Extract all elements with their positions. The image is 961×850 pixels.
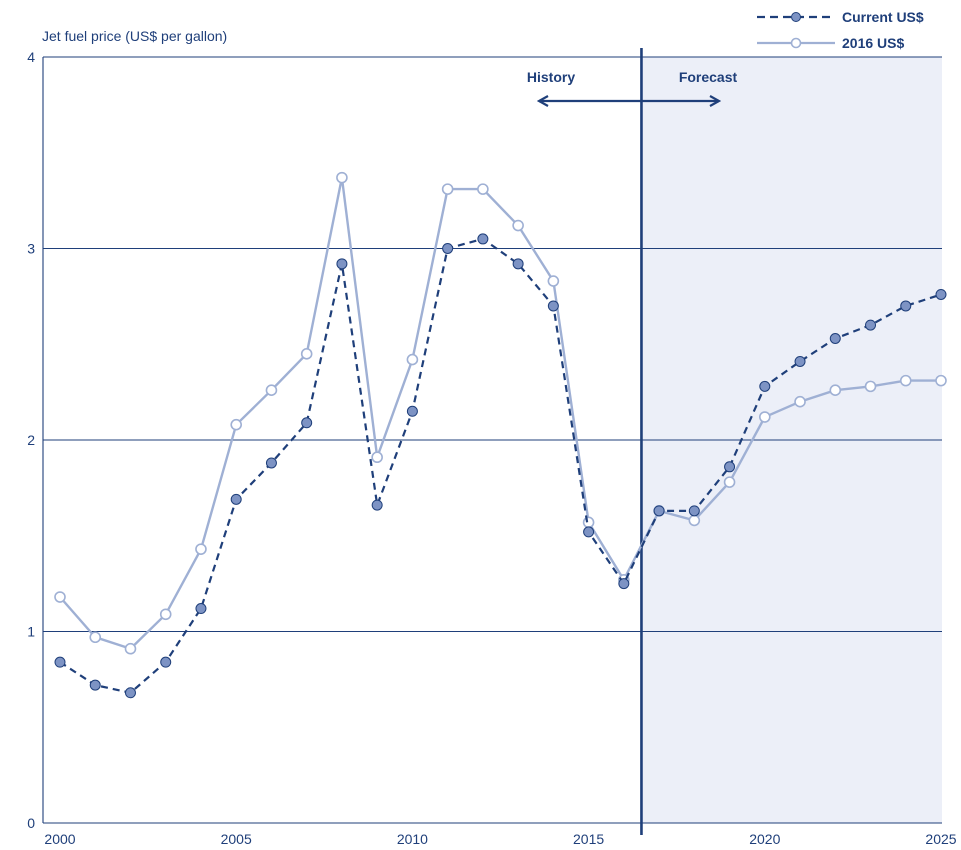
2016-usd-point-2010 [406, 353, 419, 366]
series-2016-usd-line [59, 177, 941, 651]
2016-usd-point-2014 [547, 275, 560, 287]
y-tick-label: 1 [27, 624, 35, 640]
2016-usd-point-2002 [124, 642, 137, 655]
legend-2016-marker [790, 37, 802, 49]
2016-usd-point-2024 [899, 374, 912, 387]
2016-usd-point-2000 [54, 591, 66, 603]
2016-usd-point-2020 [758, 411, 771, 423]
x-tick-label: 2000 [44, 831, 75, 847]
2016-usd-point-2025 [935, 374, 947, 387]
legend-current-label: Current US$ [842, 9, 924, 25]
2016-usd-point-2005 [230, 418, 242, 431]
legend-2016-label: 2016 US$ [842, 35, 904, 51]
y-tick-label: 4 [27, 49, 35, 65]
x-tick-label: 2020 [749, 831, 780, 847]
y-tick-label: 3 [27, 241, 35, 257]
2016-usd-point-2021 [794, 395, 806, 408]
legend: Current US$ 2016 US$ [757, 9, 924, 51]
2016-usd-point-2001 [89, 631, 102, 644]
current-usd-point-2000 [54, 656, 66, 668]
current-usd-point-2017 [653, 505, 665, 517]
current-usd-point-2002 [124, 687, 136, 699]
2016-usd-point-2007 [300, 348, 313, 360]
current-usd-point-2005 [230, 493, 242, 505]
current-usd-point-2008 [336, 258, 348, 270]
2016-usd-point-2011 [441, 183, 454, 195]
2016-usd-point-2013 [512, 219, 524, 232]
current-usd-point-2009 [371, 499, 383, 511]
current-usd-point-2014 [547, 300, 559, 312]
2016-usd-point-2012 [477, 183, 489, 195]
current-usd-point-2003 [160, 656, 172, 668]
2016-usd-point-2023 [864, 380, 877, 393]
forecast-label: Forecast [679, 69, 738, 85]
y-tick-label: 2 [27, 432, 35, 448]
current-usd-point-2023 [865, 319, 877, 331]
2016-usd-point-2006 [265, 384, 278, 397]
series-2016-usd [54, 171, 947, 655]
current-usd-point-2024 [900, 300, 912, 312]
y-axis-title: Jet fuel price (US$ per gallon) [42, 28, 227, 44]
x-tick-label: 2025 [925, 831, 956, 847]
current-usd-point-2019 [724, 461, 736, 473]
series-current-usd [54, 233, 947, 699]
2016-usd-point-2009 [371, 451, 383, 464]
2016-usd-point-2004 [195, 543, 207, 555]
series-layer [54, 171, 947, 699]
current-usd-point-2010 [406, 405, 418, 417]
current-usd-point-2022 [829, 333, 841, 345]
current-usd-point-2011 [442, 243, 454, 254]
current-usd-point-2004 [195, 603, 207, 615]
2016-usd-point-2019 [723, 476, 736, 488]
current-usd-point-2021 [794, 355, 806, 367]
2016-usd-point-2015 [582, 516, 595, 529]
series-current-usd-line [59, 237, 942, 694]
history-label: History [527, 69, 575, 85]
current-usd-point-2001 [89, 679, 101, 691]
x-tick-label: 2015 [573, 831, 604, 847]
current-usd-point-2006 [265, 457, 277, 469]
2016-usd-point-2008 [336, 171, 348, 184]
current-usd-point-2018 [688, 505, 700, 517]
gridlines [43, 56, 942, 824]
x-tick-label: 2005 [221, 831, 252, 847]
current-usd-point-2025 [935, 288, 947, 300]
x-tick-labels: 2000 2005 2010 2015 2020 2025 [44, 831, 956, 847]
current-usd-point-2012 [477, 233, 489, 245]
current-usd-point-2013 [512, 258, 524, 270]
current-usd-point-2016 [618, 578, 630, 590]
2016-usd-point-2003 [159, 608, 172, 621]
current-usd-point-2015 [583, 526, 595, 538]
current-usd-point-2020 [759, 380, 771, 392]
y-tick-labels: 0 1 2 3 4 [27, 49, 35, 831]
2016-usd-point-2022 [829, 384, 842, 397]
x-tick-label: 2010 [397, 831, 428, 847]
y-tick-label: 0 [27, 815, 35, 831]
history-forecast-annotation: History Forecast [527, 69, 738, 101]
2016-usd-point-2018 [688, 514, 701, 527]
current-usd-point-2007 [301, 417, 313, 429]
legend-current-marker [791, 12, 801, 22]
